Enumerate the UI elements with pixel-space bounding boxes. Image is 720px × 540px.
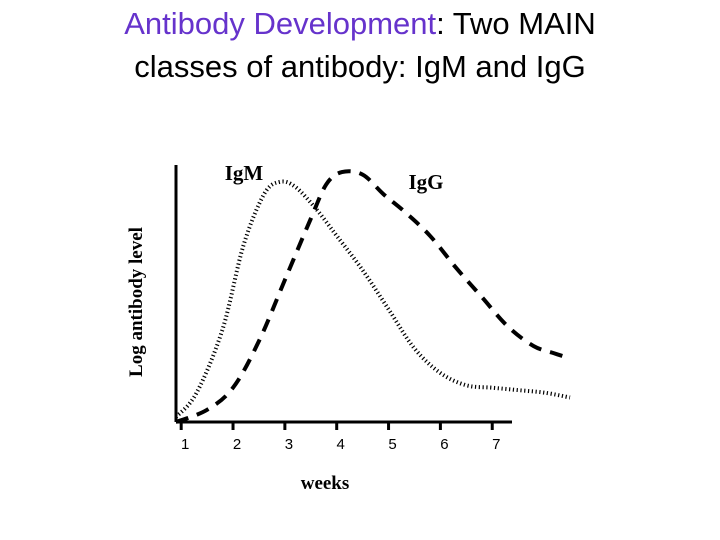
x-tick-label-6: 6 <box>440 436 448 453</box>
x-axis-label: weeks <box>301 473 350 494</box>
series-layer <box>174 169 571 424</box>
igg-label: IgG <box>408 170 443 194</box>
igm-line <box>174 179 571 419</box>
x-tick-label-2: 2 <box>233 436 241 453</box>
slide-title-line-1: Antibody Development: Two MAIN <box>0 2 720 45</box>
x-ticks: 1 2 3 4 5 6 7 <box>179 422 500 453</box>
slide-title-accent: Antibody Development <box>124 6 437 41</box>
slide-title-line-2: classes of antibody: IgM and IgG <box>134 49 586 84</box>
y-axis-label: Log antibody level <box>126 227 147 377</box>
x-tick-label-3: 3 <box>285 436 293 453</box>
x-tick-label-4: 4 <box>337 436 345 453</box>
igg-line <box>175 169 571 424</box>
x-tick-label-7: 7 <box>492 436 500 453</box>
igm-label: IgM <box>225 161 264 185</box>
x-tick-label-5: 5 <box>388 436 396 453</box>
series-labels: IgM IgG <box>225 161 444 194</box>
slide-title-rest: : Two MAIN <box>436 6 596 41</box>
x-tick-label-1: 1 <box>181 436 189 453</box>
slide-title: Antibody Development: Two MAIN classes o… <box>0 2 720 88</box>
